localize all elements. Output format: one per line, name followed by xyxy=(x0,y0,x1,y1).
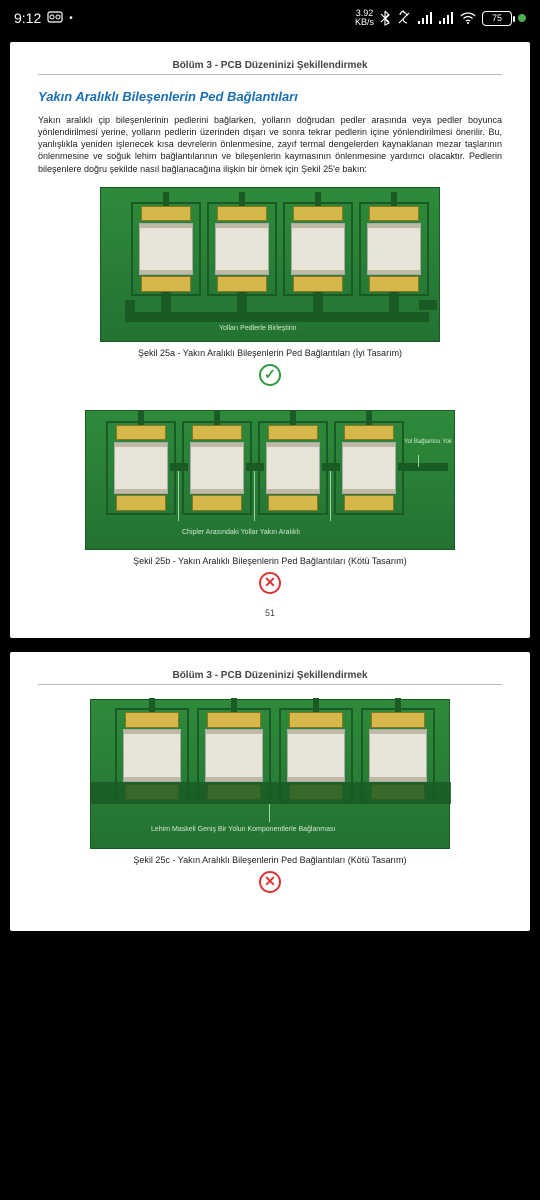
pcb-diagram-b: Yol Bağlantısı Yok Chipler Arasındaki Yo… xyxy=(85,410,455,550)
document-viewport[interactable]: Bölüm 3 - PCB Düzeninizi Şekillendirmek … xyxy=(0,36,540,1200)
good-mark: ✓ xyxy=(259,364,281,386)
bad-mark: ✕ xyxy=(259,871,281,893)
figure-25a: Yolları Pedlerle Birleştirin Şekil 25a -… xyxy=(38,187,502,386)
page-header: Bölüm 3 - PCB Düzeninizi Şekillendirmek xyxy=(38,670,502,685)
figure-caption: Şekil 25b - Yakın Aralıklı Bileşenlerin … xyxy=(38,556,502,566)
vibrate-icon xyxy=(396,10,412,26)
bad-mark: ✕ xyxy=(259,572,281,594)
bluetooth-icon xyxy=(380,10,390,26)
cross-icon: ✕ xyxy=(259,871,281,893)
battery-level: 75 xyxy=(492,13,502,23)
battery-icon: 75 xyxy=(482,11,512,26)
figure-caption: Şekil 25c - Yakın Aralıklı Bileşenlerin … xyxy=(38,855,502,865)
signal-icon-1 xyxy=(418,12,433,24)
diagram-label: Lehim Maskeli Geniş Bir Yolun Komponentl… xyxy=(151,826,335,833)
status-left: 9:12 • xyxy=(14,10,73,26)
check-icon: ✓ xyxy=(259,364,281,386)
cross-icon: ✕ xyxy=(259,572,281,594)
document-page: Bölüm 3 - PCB Düzeninizi Şekillendirmek … xyxy=(10,652,530,931)
voicemail-icon xyxy=(47,10,63,26)
wifi-icon xyxy=(460,12,476,24)
section-title: Yakın Aralıklı Bileşenlerin Ped Bağlantı… xyxy=(38,89,502,104)
privacy-dot-icon xyxy=(518,14,526,22)
document-page: Bölüm 3 - PCB Düzeninizi Şekillendirmek … xyxy=(10,42,530,638)
dot-icon: • xyxy=(69,13,73,24)
body-paragraph: Yakın aralıklı çip bileşenlerinin pedler… xyxy=(38,114,502,175)
status-right: 3.92 KB/s 75 xyxy=(355,9,526,27)
pcb-diagram-a: Yolları Pedlerle Birleştirin xyxy=(100,187,440,342)
diagram-label: Yolları Pedlerle Birleştirin xyxy=(219,325,297,332)
kbs-unit: KB/s xyxy=(355,18,374,27)
status-bar: 9:12 • 3.92 KB/s 75 xyxy=(0,0,540,36)
figure-caption: Şekil 25a - Yakın Aralıklı Bileşenlerin … xyxy=(38,348,502,358)
side-label: Yol Bağlantısı Yok xyxy=(404,439,452,445)
network-speed: 3.92 KB/s xyxy=(355,9,374,27)
diagram-label: Chipler Arasındaki Yollar Yakın Aralıklı xyxy=(182,529,300,536)
clock: 9:12 xyxy=(14,10,41,26)
page-header: Bölüm 3 - PCB Düzeninizi Şekillendirmek xyxy=(38,60,502,75)
figure-25c: Lehim Maskeli Geniş Bir Yolun Komponentl… xyxy=(38,699,502,893)
pcb-diagram-c: Lehim Maskeli Geniş Bir Yolun Komponentl… xyxy=(90,699,450,849)
figure-25b: Yol Bağlantısı Yok Chipler Arasındaki Yo… xyxy=(38,410,502,594)
page-number: 51 xyxy=(38,608,502,618)
signal-icon-2 xyxy=(439,12,454,24)
